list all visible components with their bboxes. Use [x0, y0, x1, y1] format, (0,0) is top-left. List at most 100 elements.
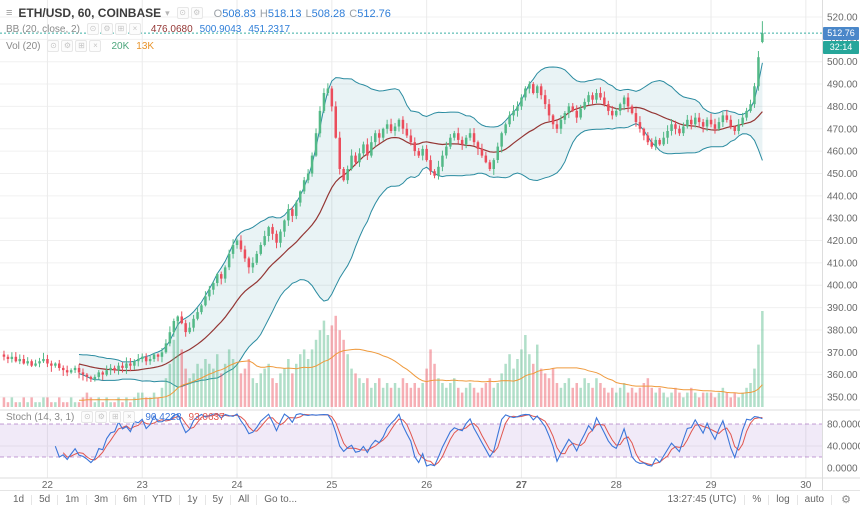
chevron-down-icon[interactable]: ▾: [165, 7, 170, 18]
svg-text:490.00: 490.00: [827, 80, 858, 91]
indicator-value: 90.4228: [145, 411, 182, 423]
svg-text:23: 23: [137, 480, 149, 490]
ohlc-readout: O508.83 H518.13 L508.28 C512.76: [210, 4, 391, 22]
stochastic-pane: [0, 413, 822, 467]
indicator-icon-cluster: ⊙ ⚙ ⊞ ×: [86, 23, 141, 35]
toolbar-divider: [256, 494, 258, 505]
svg-text:360.00: 360.00: [827, 370, 858, 381]
svg-text:450.00: 450.00: [827, 169, 858, 180]
ohlc-value: 512.76: [357, 8, 391, 20]
ohlc-key: H: [259, 8, 268, 20]
toolbar-divider: [831, 494, 833, 505]
bollinger-bands: [78, 62, 763, 388]
toolbar-divider: [143, 494, 145, 505]
symbol-title[interactable]: ETH/USD, 60, COINBASE: [18, 6, 162, 20]
scale-button-auto[interactable]: auto: [804, 494, 825, 505]
range-button-1m[interactable]: 1m: [65, 494, 80, 505]
range-button-3m[interactable]: 3m: [94, 494, 109, 505]
svg-text:390.00: 390.00: [827, 303, 858, 314]
svg-text:28: 28: [611, 480, 623, 490]
svg-text:26: 26: [421, 480, 433, 490]
indicator-legend-bb: BB (20, close, 2) ⊙ ⚙ ⊞ × 476.0680 500.9043 451…: [6, 23, 290, 35]
svg-text:40.0000: 40.0000: [827, 442, 860, 453]
ohlc-value: 508.83: [222, 8, 256, 20]
svg-text:400.00: 400.00: [827, 281, 858, 292]
delete-icon[interactable]: ×: [123, 411, 136, 423]
ohlc-key: O: [213, 8, 223, 20]
delete-icon[interactable]: ×: [128, 23, 141, 35]
ohlc-value: 518.13: [267, 8, 302, 20]
more-icon[interactable]: ⊞: [75, 40, 88, 52]
toolbar-divider: [744, 494, 746, 505]
range-button-5d[interactable]: 5d: [39, 494, 51, 505]
toolbar-divider: [230, 494, 232, 505]
indicator-value: 93.0637: [188, 411, 225, 423]
visibility-icon[interactable]: ⊙: [47, 40, 60, 52]
settings-icon[interactable]: ⚙: [61, 40, 74, 52]
bar-countdown-badge: 32:14: [823, 41, 859, 54]
series-icon-cluster: ⊙ ⚙: [176, 7, 203, 19]
svg-text:22: 22: [42, 480, 54, 490]
toolbar-divider: [178, 494, 180, 505]
last-price-badge: 512.76: [823, 27, 859, 40]
range-button-6m[interactable]: 6m: [123, 494, 137, 505]
settings-icon[interactable]: ⚙: [95, 411, 108, 423]
delete-icon[interactable]: ×: [89, 40, 102, 52]
chart-canvas[interactable]: 350.00 360.00 370.00 380.00 390.00 400.00 410.…: [0, 0, 860, 490]
settings-icon[interactable]: ⚙: [100, 23, 113, 35]
svg-text:25: 25: [326, 480, 338, 490]
svg-text:0.0000: 0.0000: [827, 464, 858, 475]
svg-text:520.00: 520.00: [827, 13, 858, 24]
more-icon[interactable]: ⊞: [114, 23, 127, 35]
series-menu-icon[interactable]: ≡: [6, 7, 13, 19]
toolbar-divider: [768, 494, 770, 505]
indicator-value: 451.2317: [248, 23, 291, 35]
toolbar-divider: [796, 494, 798, 505]
ohlc-key: C: [349, 8, 358, 20]
more-icon[interactable]: ⊞: [109, 411, 122, 423]
svg-text:410.00: 410.00: [827, 258, 858, 269]
goto-button[interactable]: Go to...: [264, 494, 298, 505]
svg-text:430.00: 430.00: [827, 214, 858, 225]
svg-text:500.00: 500.00: [827, 57, 858, 68]
range-button-5y[interactable]: 5y: [212, 494, 224, 505]
indicator-name[interactable]: Stoch (14, 3, 1): [6, 411, 75, 423]
settings-icon[interactable]: ⚙: [190, 7, 203, 19]
svg-text:440.00: 440.00: [827, 191, 858, 202]
clock[interactable]: 13:27:45 (UTC): [667, 494, 737, 505]
price-axis[interactable]: 350.00 360.00 370.00 380.00 390.00 400.00 410.…: [827, 13, 860, 475]
svg-text:380.00: 380.00: [827, 325, 858, 336]
range-button-1y[interactable]: 1y: [186, 494, 198, 505]
range-button-group: 1d 5d 1m 3m 6m YTD 1y 5y All: [6, 494, 256, 505]
time-axis[interactable]: 22 23 24 25 26 27 28 29 30: [42, 480, 812, 490]
ohlc-value: 508.28: [311, 8, 346, 20]
range-button-all[interactable]: All: [238, 494, 250, 505]
range-button-1d[interactable]: 1d: [13, 494, 25, 505]
indicator-value: 20K: [111, 40, 130, 52]
indicator-name[interactable]: BB (20, close, 2): [6, 23, 80, 35]
stoch-d-line: [62, 413, 763, 467]
volume-series: [2, 311, 764, 407]
visibility-icon[interactable]: ⊙: [176, 7, 189, 19]
visibility-icon[interactable]: ⊙: [86, 23, 99, 35]
candlestick-series: [2, 21, 764, 382]
indicator-name[interactable]: Vol (20): [6, 40, 41, 52]
indicator-icon-cluster: ⊙ ⚙ ⊞ ×: [81, 411, 136, 423]
svg-text:470.00: 470.00: [827, 124, 858, 135]
toolbar-divider: [115, 494, 117, 505]
volume-ma-line: [79, 348, 763, 401]
pane-separators: [0, 0, 860, 490]
range-button-ytd[interactable]: YTD: [151, 494, 172, 505]
svg-text:420.00: 420.00: [827, 236, 858, 247]
svg-text:460.00: 460.00: [827, 147, 858, 158]
gear-icon[interactable]: ⚙: [841, 494, 851, 506]
svg-text:350.00: 350.00: [827, 393, 858, 404]
svg-text:370.00: 370.00: [827, 348, 858, 359]
indicator-icon-cluster: ⊙ ⚙ ⊞ ×: [47, 40, 102, 52]
scale-button-log[interactable]: log: [776, 494, 790, 505]
toolbar-divider: [204, 494, 206, 505]
scale-button-%[interactable]: %: [752, 494, 762, 505]
svg-text:480.00: 480.00: [827, 102, 858, 113]
visibility-icon[interactable]: ⊙: [81, 411, 94, 423]
scale-button-group: % log auto: [745, 494, 833, 505]
